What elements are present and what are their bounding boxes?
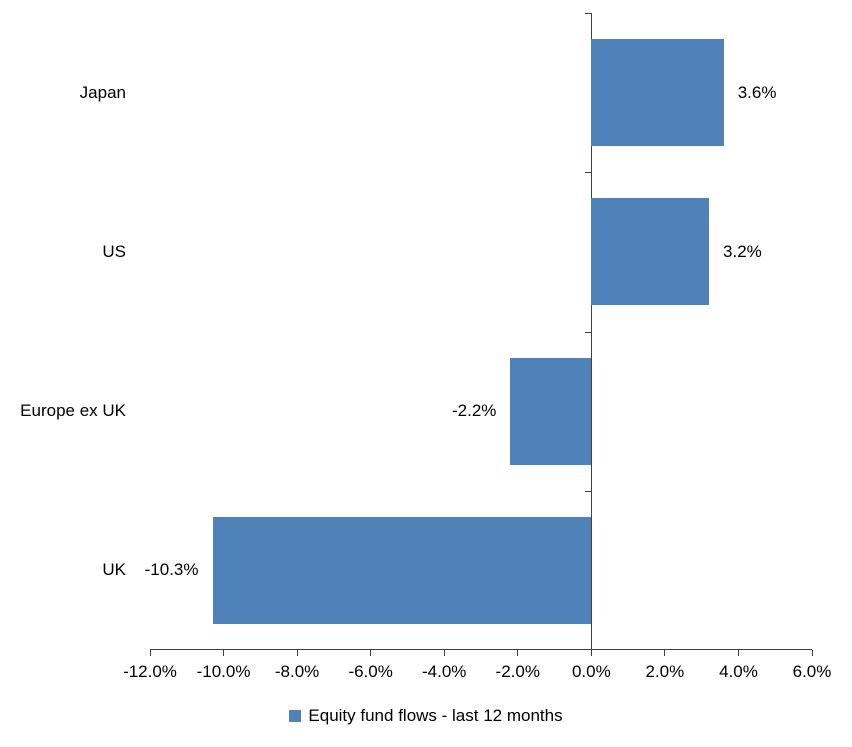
x-tick-label: -2.0% xyxy=(495,662,540,681)
x-tick-mark xyxy=(811,650,813,656)
x-tick-label: -6.0% xyxy=(348,662,393,681)
x-tick-label: -12.0% xyxy=(123,662,177,681)
bar-europe-ex-uk xyxy=(510,357,592,465)
legend: Equity fund flows - last 12 months xyxy=(0,706,852,726)
category-label-japan: Japan xyxy=(79,82,126,102)
x-tick-mark xyxy=(664,650,666,656)
x-tick-mark xyxy=(223,650,225,656)
x-tick-mark xyxy=(149,650,151,656)
x-tick-label: 4.0% xyxy=(719,662,758,681)
category-tick-mark xyxy=(585,13,592,14)
category-tick-mark xyxy=(585,172,592,174)
x-tick-label: -4.0% xyxy=(422,662,467,681)
x-tick-label: -10.0% xyxy=(196,662,251,681)
x-tick-mark xyxy=(443,650,445,656)
value-axis-line xyxy=(590,13,592,650)
category-tick-mark xyxy=(585,331,592,333)
x-axis-line xyxy=(150,649,812,650)
bar-us xyxy=(591,198,710,306)
x-tick-mark xyxy=(296,650,298,656)
legend-swatch-icon xyxy=(289,710,302,722)
x-tick-label: 2.0% xyxy=(645,662,685,681)
x-tick-mark xyxy=(517,650,519,656)
bar-japan xyxy=(591,39,724,147)
x-tick-mark xyxy=(370,650,372,656)
category-label-uk: UK xyxy=(102,560,126,580)
value-label-japan: 3.6% xyxy=(737,82,777,102)
x-tick-label: -8.0% xyxy=(274,662,320,681)
x-tick-label: 6.0% xyxy=(792,662,832,681)
x-tick-mark xyxy=(590,650,592,656)
value-label-uk: -10.3% xyxy=(144,560,199,580)
value-label-europe-ex-uk: -2.2% xyxy=(452,401,497,421)
x-tick-label: 0.0% xyxy=(571,662,611,681)
plot-area: Japan 3.6% US 3.2% Europe ex UK -2.2% UK -10.3%… xyxy=(20,13,831,681)
value-label-us: 3.2% xyxy=(723,241,762,261)
bar-uk xyxy=(212,516,592,624)
category-tick-mark xyxy=(585,649,592,650)
category-tick-mark xyxy=(585,490,592,492)
legend-label: Equity fund flows - last 12 months xyxy=(308,706,563,725)
category-label-europe-ex-uk: Europe ex UK xyxy=(20,401,126,421)
x-tick-mark xyxy=(737,650,739,656)
category-label-us: US xyxy=(102,241,126,261)
